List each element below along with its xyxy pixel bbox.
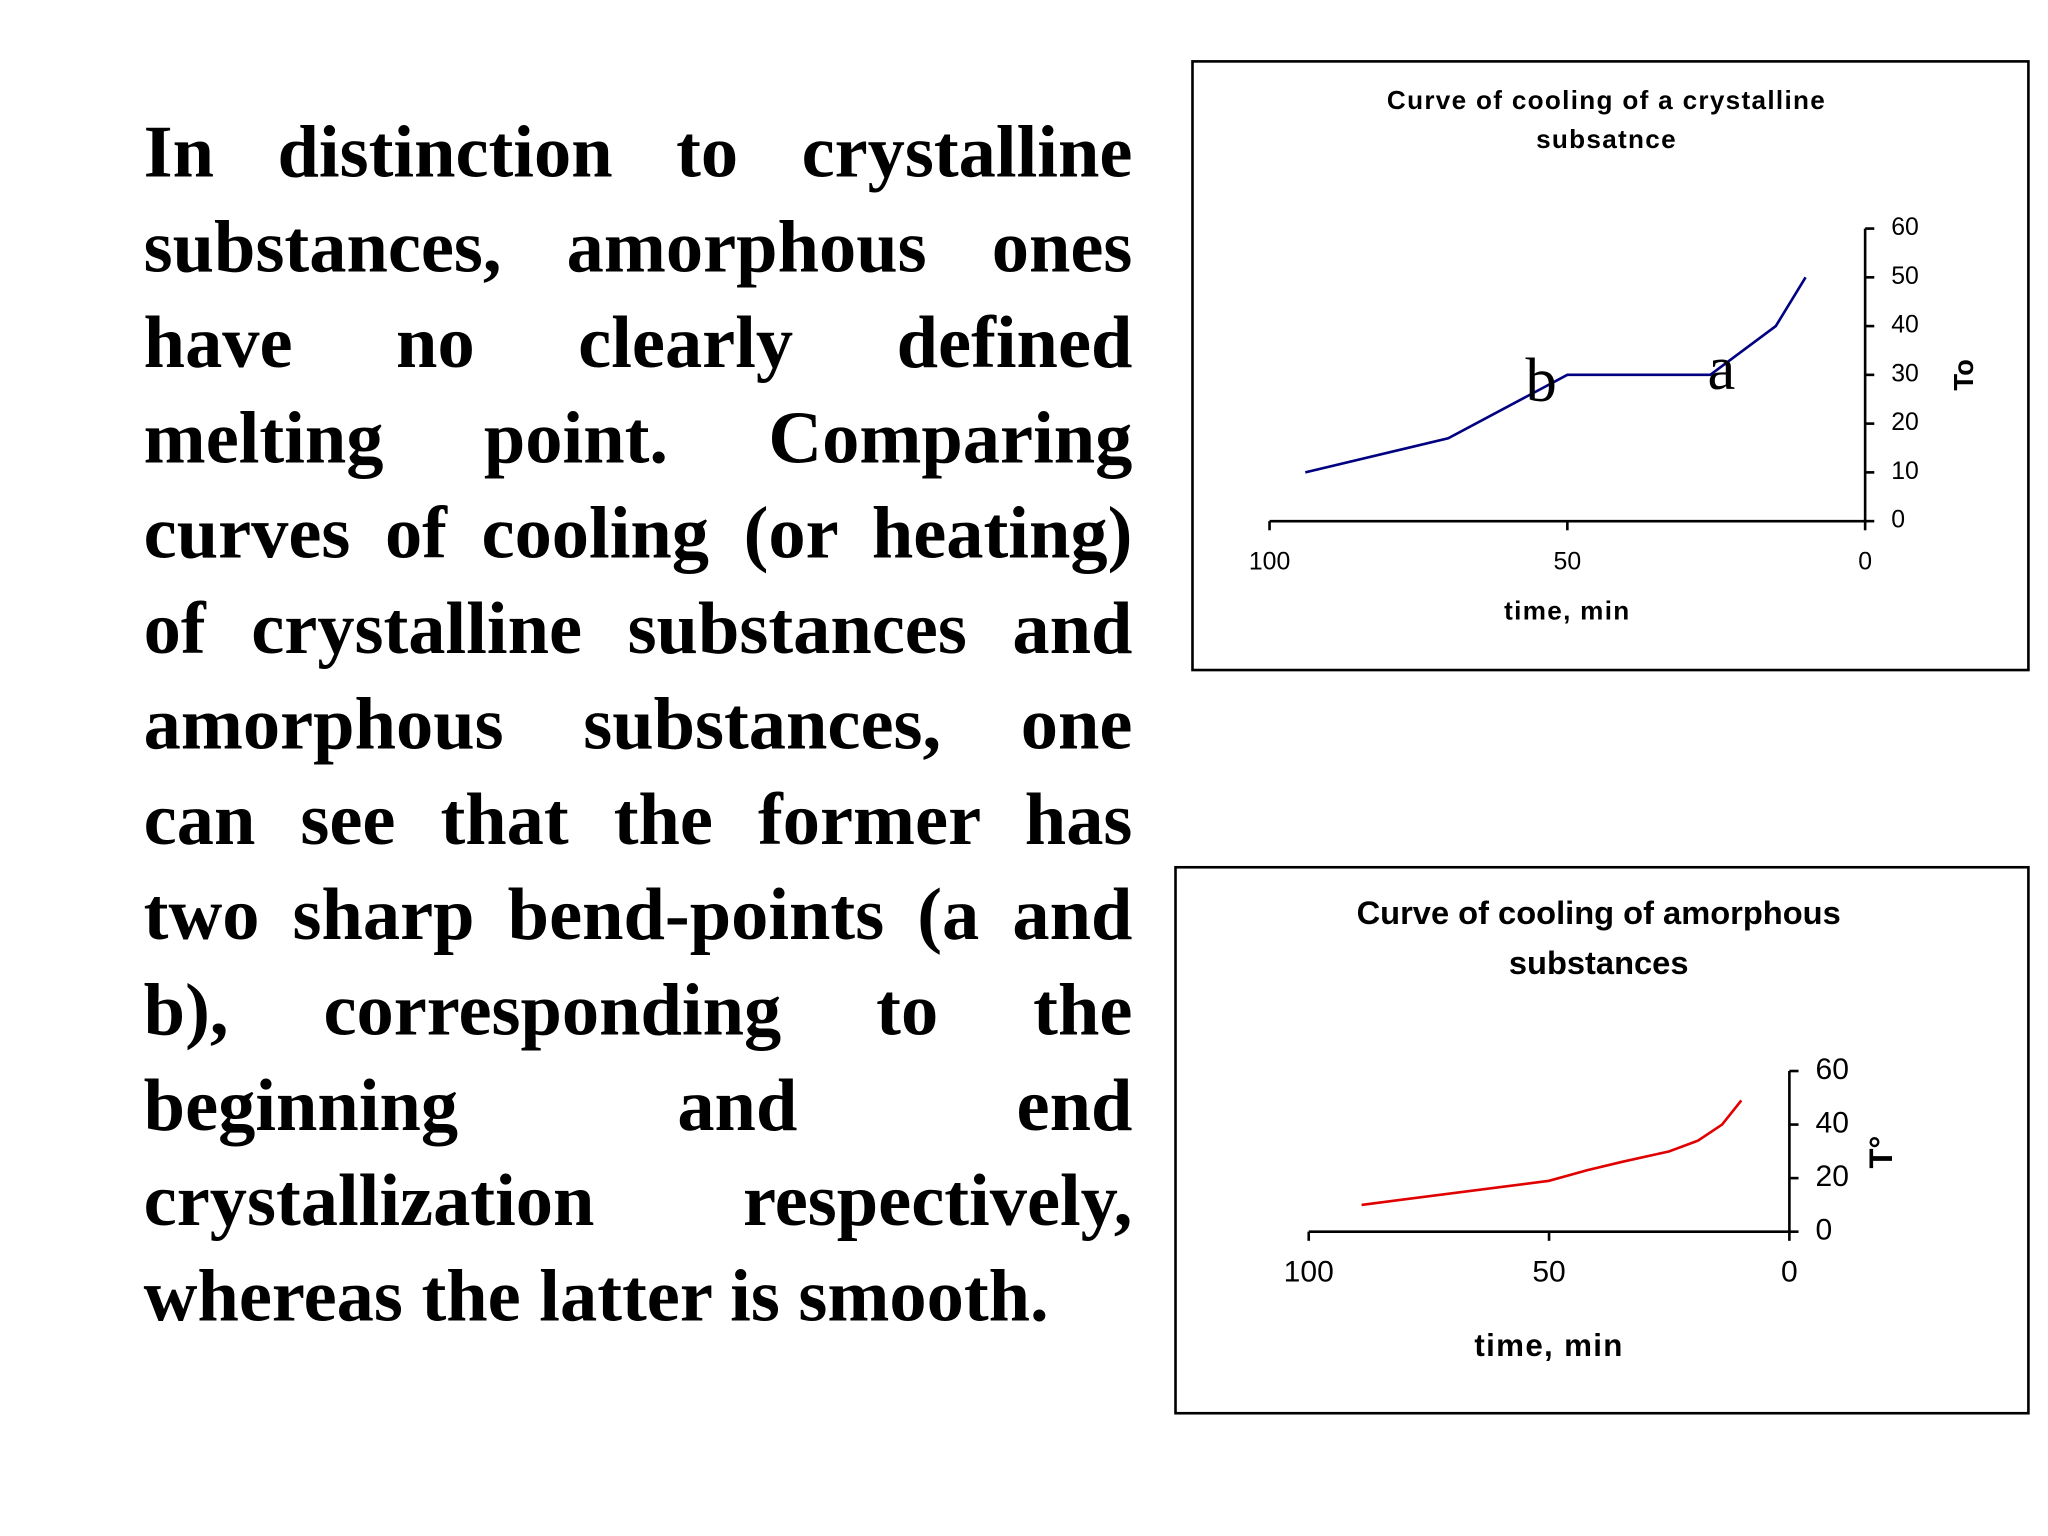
x-axis-label: time, min	[1504, 595, 1630, 625]
y-tick-label: 20	[1891, 409, 1919, 436]
chart-title: Curve of cooling of a crystalline	[1387, 85, 1826, 115]
x-tick-label: 0	[1781, 1255, 1798, 1288]
x-tick-label: 0	[1858, 548, 1872, 575]
y-tick-label: 50	[1891, 263, 1919, 290]
x-tick-label: 50	[1554, 548, 1582, 575]
y-tick-label: 30	[1891, 360, 1919, 387]
annotation: a	[1708, 333, 1736, 403]
y-tick-label: 60	[1816, 1053, 1849, 1086]
y-axis-label: To	[1948, 359, 1979, 390]
series-line	[1304, 276, 1807, 474]
x-tick-label: 100	[1284, 1255, 1334, 1288]
chart-title: substances	[1509, 944, 1689, 981]
chart-title: subsatnce	[1536, 124, 1677, 154]
x-tick-label: 100	[1249, 548, 1290, 575]
y-tick-label: 60	[1891, 214, 1919, 241]
x-axis-label: time, min	[1474, 1328, 1623, 1363]
chart-frame	[1174, 865, 2030, 1415]
x-tick-label: 50	[1532, 1255, 1565, 1288]
y-tick-label: 10	[1891, 458, 1919, 485]
body-text: In distinction to crystalline substances…	[143, 111, 1133, 1338]
y-axis-label: T°	[1862, 1135, 1899, 1168]
y-tick-label: 40	[1816, 1107, 1849, 1140]
chart-frame	[1191, 60, 2030, 672]
chart-title: Curve of cooling of amorphous	[1357, 894, 1841, 931]
y-tick-label: 20	[1816, 1160, 1849, 1193]
series-line	[1361, 1099, 1743, 1207]
y-tick-label: 0	[1816, 1214, 1833, 1247]
y-tick-label: 40	[1891, 312, 1919, 339]
y-tick-label: 0	[1891, 507, 1905, 534]
annotation: b	[1526, 345, 1557, 415]
